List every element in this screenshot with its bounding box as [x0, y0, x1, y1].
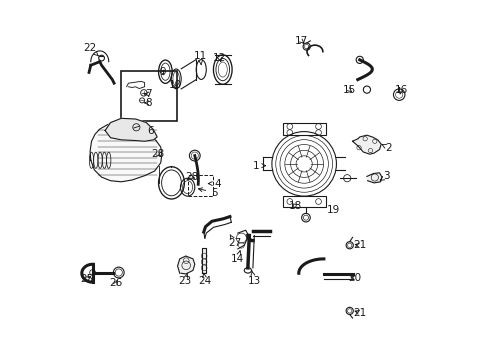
Text: 14: 14 [231, 251, 245, 264]
Text: 19: 19 [327, 206, 341, 216]
Text: 6: 6 [147, 126, 154, 135]
Text: 9: 9 [159, 67, 166, 77]
Text: 16: 16 [394, 85, 408, 95]
Text: 7: 7 [145, 89, 151, 99]
Text: 27: 27 [228, 235, 242, 248]
Text: 12: 12 [213, 53, 226, 63]
Text: 18: 18 [289, 201, 302, 211]
Bar [188, 175, 213, 196]
Text: 20: 20 [348, 273, 361, 283]
Bar [283, 123, 326, 135]
Text: 25: 25 [80, 274, 94, 284]
Text: 22: 22 [83, 43, 98, 56]
Text: 1: 1 [252, 161, 266, 171]
Polygon shape [90, 123, 162, 182]
Polygon shape [367, 173, 382, 183]
Text: 13: 13 [247, 271, 261, 286]
Text: 28: 28 [151, 149, 165, 159]
Text: 26: 26 [109, 278, 122, 288]
Text: 4: 4 [208, 179, 221, 189]
Text: 21: 21 [353, 308, 367, 318]
Text: 2: 2 [382, 143, 392, 153]
Text: 10: 10 [169, 80, 182, 90]
Polygon shape [105, 118, 157, 141]
Polygon shape [202, 248, 206, 273]
Text: 15: 15 [343, 85, 356, 95]
Text: 5: 5 [198, 188, 218, 198]
Text: 8: 8 [145, 98, 151, 108]
Text: 17: 17 [295, 36, 308, 46]
Text: 11: 11 [194, 51, 207, 64]
Bar [283, 196, 326, 207]
Text: 3: 3 [380, 171, 390, 181]
Text: 28: 28 [185, 172, 198, 182]
Polygon shape [177, 256, 195, 274]
Text: 24: 24 [198, 273, 212, 286]
Text: 23: 23 [178, 273, 192, 286]
Text: 21: 21 [353, 240, 367, 250]
Bar [122, 71, 177, 121]
Polygon shape [353, 135, 381, 154]
